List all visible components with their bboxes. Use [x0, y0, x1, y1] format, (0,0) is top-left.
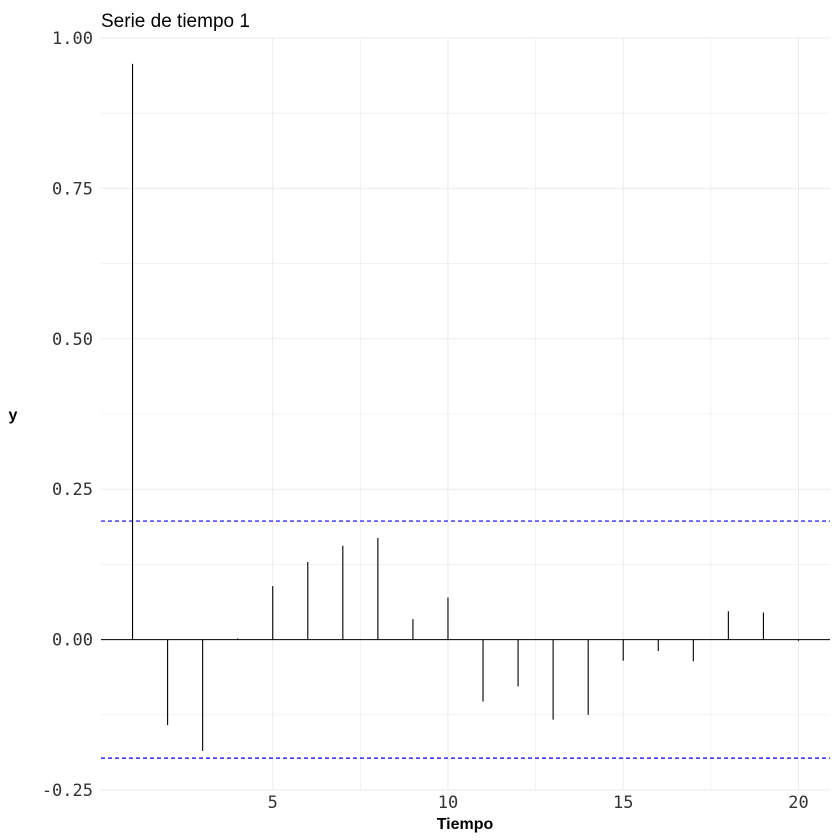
y-tick-label: 0.00 — [52, 631, 93, 651]
reference-lines — [101, 520, 830, 759]
y-tick-label: 1.00 — [52, 29, 93, 49]
acf-lines — [101, 63, 830, 751]
x-tick-label: 5 — [268, 793, 278, 813]
y-tick-label: 0.75 — [52, 179, 93, 199]
tick-labels: 5 10 15 20 -0.25 0.00 0.25 0.50 0.75 1.00 — [42, 29, 809, 813]
x-tick-label: 20 — [788, 793, 808, 813]
y-tick-label: -0.25 — [42, 781, 93, 801]
chart-title: Serie de tiempo 1 — [101, 11, 250, 32]
y-tick-label: 0.50 — [52, 330, 93, 350]
grid-lines — [101, 37, 830, 791]
x-tick-label: 10 — [438, 793, 458, 813]
x-tick-label: 15 — [613, 793, 633, 813]
y-tick-label: 0.25 — [52, 480, 93, 500]
y-axis-title: y — [9, 407, 18, 424]
x-axis-title: Tiempo — [437, 816, 494, 833]
